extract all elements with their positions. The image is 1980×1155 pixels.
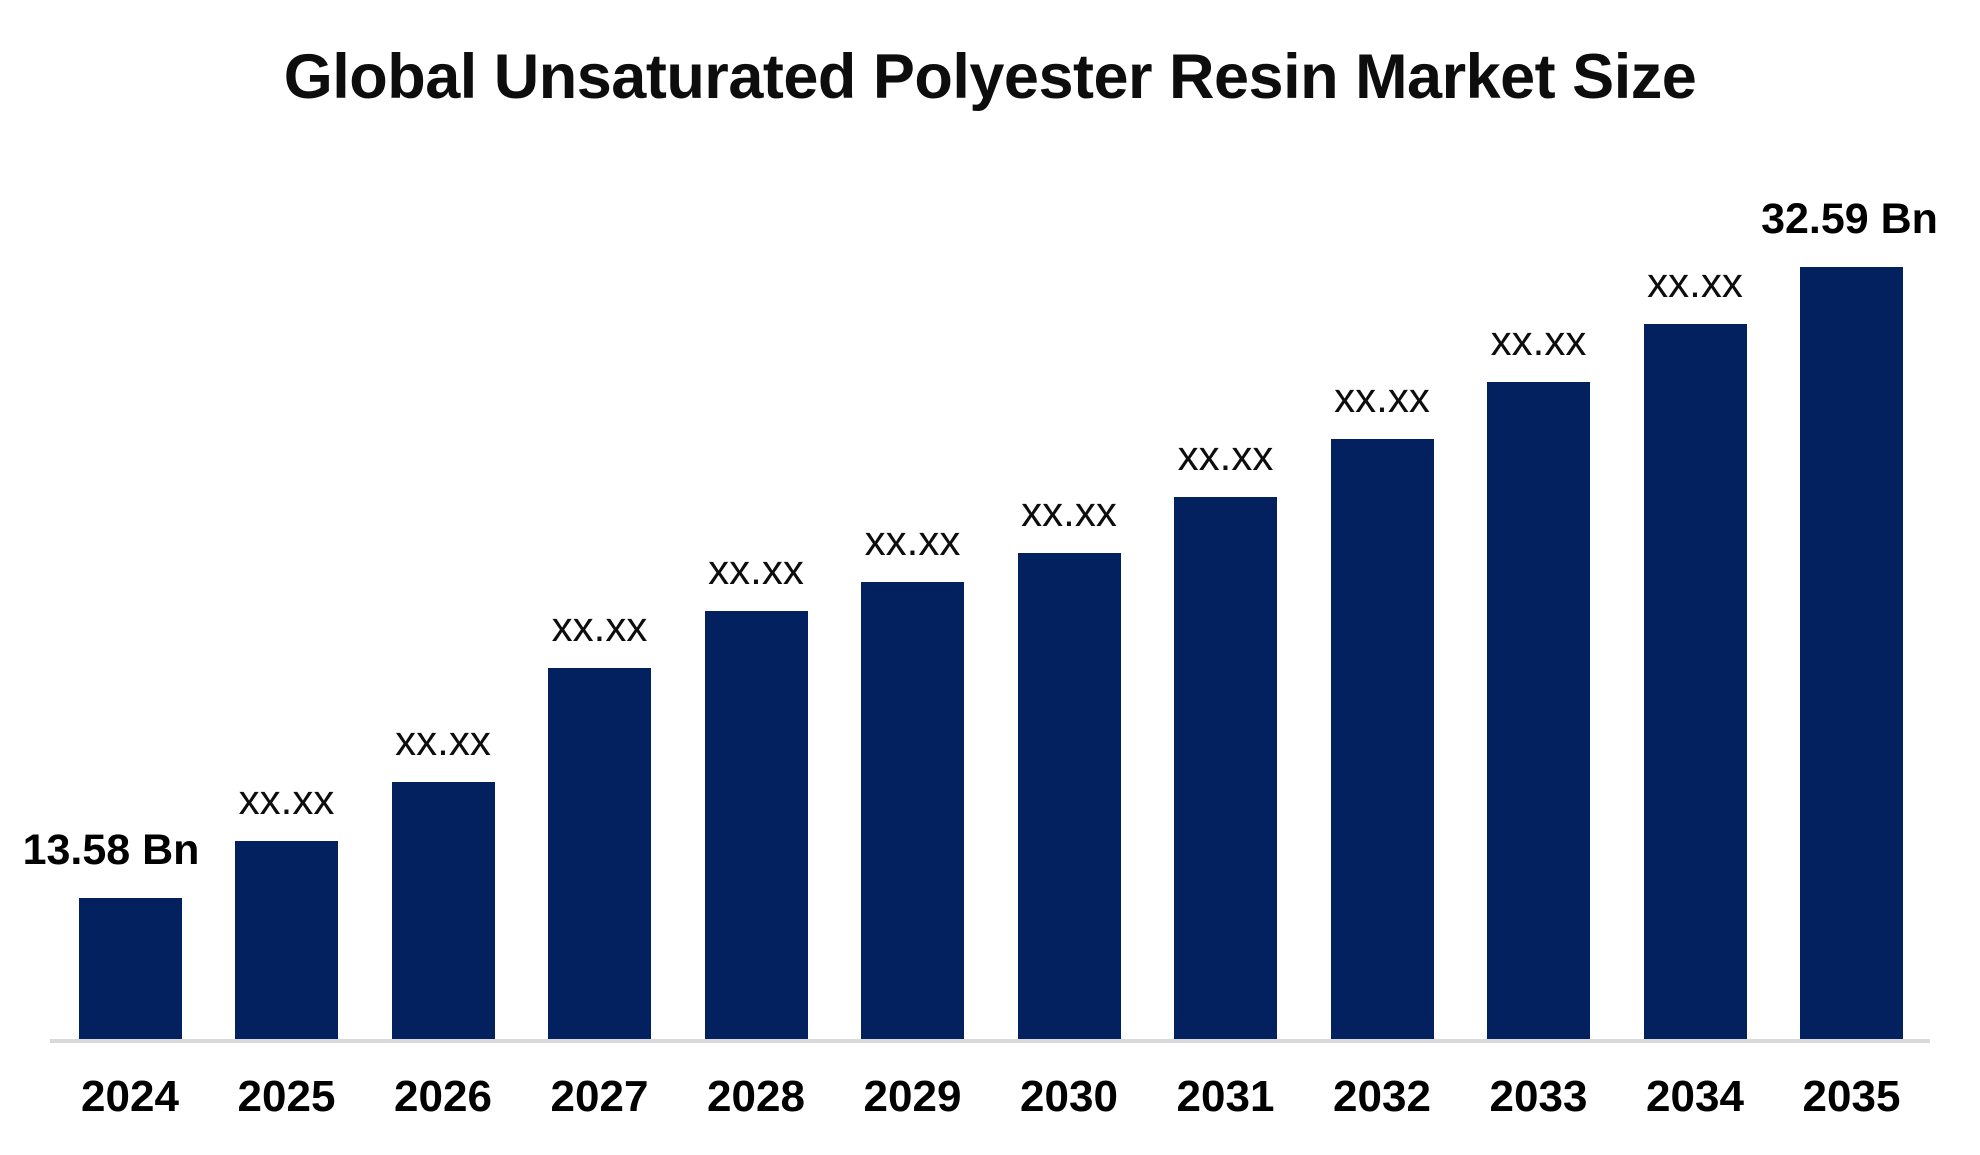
bar-value-label-2025: xx.xx [238, 776, 335, 823]
bar-value-label-2029: xx.xx [864, 517, 961, 564]
bar-2030: xx.xx 2030 [1017, 491, 1121, 1119]
bar-2028: xx.xx 2028 [704, 549, 808, 1119]
x-axis-tick-label-2035: 2035 [1802, 1072, 1901, 1121]
bar-value-label-2032: xx.xx [1334, 374, 1430, 421]
bar-value-label-2035: 32.59 Bn [1761, 195, 1938, 243]
x-axis-tick-label-2033: 2033 [1489, 1072, 1588, 1121]
bar-2033: xx.xx 2033 [1487, 320, 1590, 1119]
x-axis-tick-label-2032: 2032 [1333, 1072, 1431, 1121]
bar-value-label-2034: xx.xx [1647, 259, 1743, 306]
x-axis-tick-label-2031: 2031 [1176, 1072, 1275, 1121]
bar-value-label-2031: xx.xx [1177, 432, 1274, 479]
bar-value-label-2033: xx.xx [1490, 317, 1587, 364]
bar-value-label-2026: xx.xx [395, 717, 491, 764]
x-axis-tick-label-2030: 2030 [1020, 1072, 1118, 1121]
x-axis-line [50, 1039, 1930, 1043]
bar-2024: 13.58 Bn 2024 [23, 829, 200, 1119]
bar-2029: xx.xx 2029 [861, 520, 964, 1119]
bar-2034: xx.xx 2034 [1643, 262, 1747, 1119]
chart-title: Global Unsaturated Polyester Resin Marke… [283, 42, 1697, 112]
bar-value-label-2027: xx.xx [551, 603, 648, 650]
bar-2025: xx.xx 2025 [235, 779, 338, 1119]
bar-value-label-2024: 13.58 Bn [22, 826, 200, 874]
x-axis-tick-label-2028: 2028 [707, 1072, 805, 1121]
bar-value-label-2030: xx.xx [1021, 488, 1117, 535]
x-axis-tick-label-2027: 2027 [550, 1072, 649, 1121]
x-axis-tick-label-2029: 2029 [863, 1072, 962, 1121]
bar-2035: 32.59 Bn 2035 [1761, 198, 1938, 1119]
x-axis-tick-label-2026: 2026 [394, 1072, 492, 1121]
bar-2026: xx.xx 2026 [391, 720, 495, 1119]
bar-value-label-2028: xx.xx [708, 546, 804, 593]
bar-2031: xx.xx 2031 [1174, 435, 1277, 1119]
x-axis-tick-label-2034: 2034 [1646, 1072, 1744, 1121]
bar-2027: xx.xx 2027 [548, 606, 651, 1119]
bar-2032: xx.xx 2032 [1330, 377, 1434, 1119]
x-axis-tick-label-2024: 2024 [81, 1072, 179, 1121]
x-axis-tick-label-2025: 2025 [237, 1072, 336, 1121]
